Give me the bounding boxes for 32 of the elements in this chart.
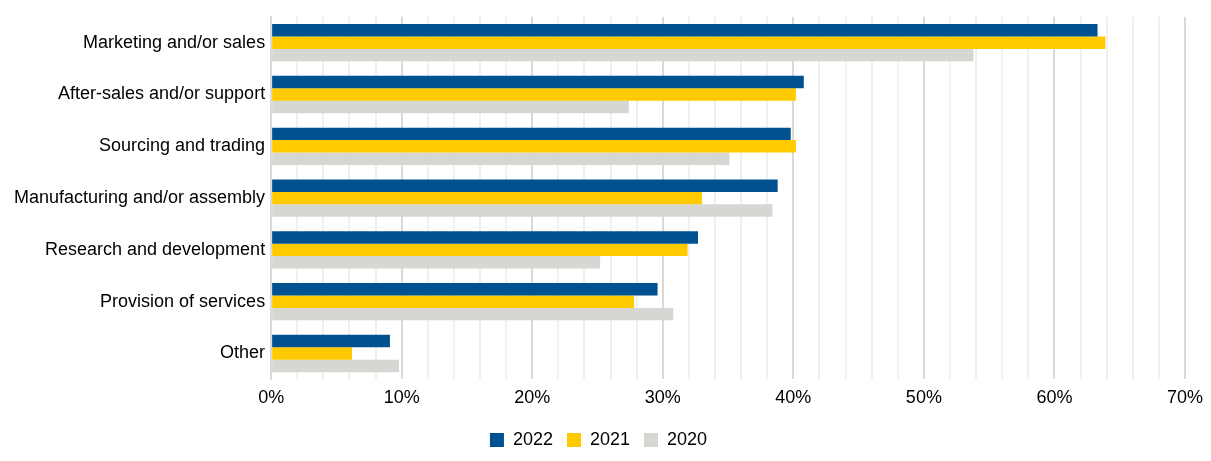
- y-tick-label: Other: [220, 342, 266, 363]
- bar: [272, 295, 635, 308]
- bar: [272, 283, 658, 296]
- bar: [272, 191, 702, 205]
- x-tick-label: 20%: [514, 387, 551, 408]
- x-tick-label: 10%: [383, 387, 420, 408]
- y-tick-label: Marketing and/or sales: [83, 31, 266, 52]
- x-tick-label: 30%: [644, 387, 681, 408]
- legend-label: 2022: [512, 428, 553, 449]
- bar: [272, 88, 796, 101]
- x-tick-label: 40%: [775, 387, 812, 408]
- y-tick-label: Provision of services: [100, 290, 266, 311]
- x-tick-label: 70%: [1166, 387, 1203, 408]
- bar: [272, 243, 688, 257]
- bar: [272, 334, 390, 348]
- y-tick-label: Sourcing and trading: [99, 135, 266, 156]
- bar: [272, 140, 796, 153]
- bar: [272, 347, 353, 360]
- bar: [272, 179, 778, 192]
- y-tick-label: After-sales and/or support: [58, 83, 266, 104]
- legend-label: 2020: [667, 428, 708, 449]
- x-tick-label: 60%: [1036, 387, 1073, 408]
- x-tick-label: 50%: [905, 387, 942, 408]
- bar: [272, 24, 1098, 37]
- y-tick-label: Manufacturing and/or assembly: [13, 187, 266, 208]
- bar: [272, 127, 791, 141]
- y-tick-label: Research and development: [44, 238, 266, 259]
- bar: [272, 231, 699, 244]
- bar: [272, 36, 1106, 49]
- bar: [272, 75, 804, 89]
- legend-label: 2021: [589, 428, 631, 449]
- x-tick-label: 0%: [258, 387, 285, 408]
